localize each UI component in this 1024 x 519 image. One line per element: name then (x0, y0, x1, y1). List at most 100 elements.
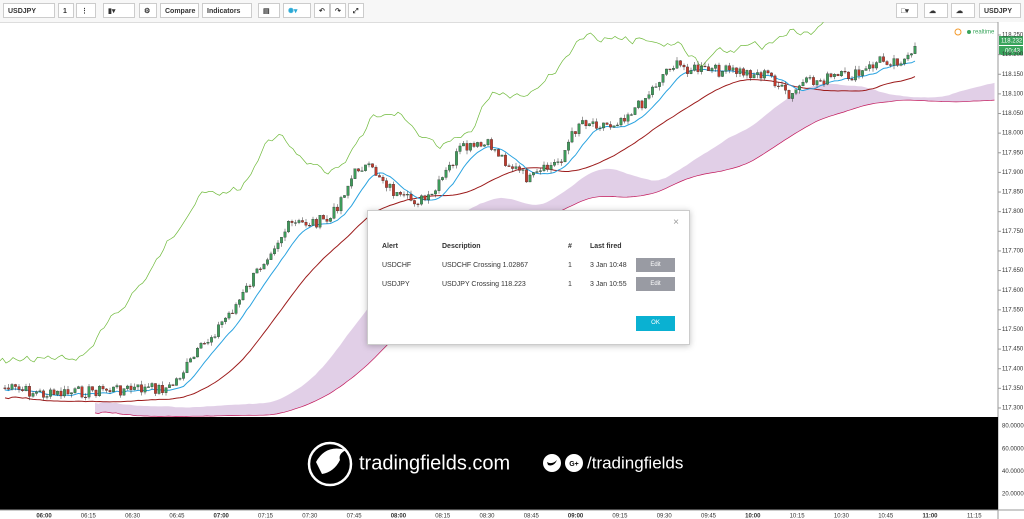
candle (311, 219, 315, 226)
price-label: 118.200 (1002, 52, 1024, 58)
layout[interactable]: □▾ (896, 3, 918, 18)
candle (416, 203, 420, 205)
candle (115, 385, 119, 388)
cloud-save[interactable]: ☁ (951, 3, 975, 18)
candle (413, 200, 416, 205)
indicators-button[interactable]: Indicators (202, 3, 252, 18)
last-price: 118.232 (1001, 39, 1023, 45)
interval[interactable]: 1 (58, 3, 74, 18)
candle (87, 386, 91, 398)
candle (301, 220, 304, 223)
edit-button[interactable]: Edit (636, 277, 675, 291)
ok-button[interactable]: OK (636, 316, 675, 331)
banner-logo (307, 441, 583, 487)
candle (906, 54, 910, 60)
candle (805, 77, 808, 83)
candle (136, 384, 140, 388)
alert-button[interactable]: ✺▾ (283, 3, 311, 18)
candle (108, 390, 112, 392)
candle (553, 162, 556, 166)
candle (45, 396, 49, 398)
more-button[interactable]: ⋮ (76, 3, 96, 18)
table-cell: 3 Jan 10:48 (590, 262, 627, 269)
candle (651, 86, 654, 95)
candle (497, 149, 500, 157)
close-button[interactable]: × (673, 217, 679, 228)
candle (171, 384, 175, 386)
candle (479, 142, 483, 147)
price-label: 118.000 (1002, 131, 1024, 137)
symbol-box[interactable]: USDJPY (3, 3, 55, 18)
candle (689, 70, 693, 74)
banner-handle: /tradingfields (587, 453, 683, 472)
candle (73, 388, 77, 393)
candle (707, 66, 710, 71)
candle (563, 150, 567, 163)
candle (752, 74, 756, 79)
candle (591, 121, 595, 124)
chart-style[interactable]: ▮▾ (103, 3, 135, 18)
price-label: 117.350 (1002, 386, 1024, 392)
candle (703, 65, 707, 68)
time-label: 06:00 (36, 514, 52, 519)
cloud-load[interactable]: ☁ (924, 3, 948, 18)
candle (766, 70, 770, 74)
candle (836, 74, 840, 77)
fullscreen[interactable]: ⤢ (348, 3, 364, 18)
candle (504, 154, 507, 166)
candle (570, 131, 574, 143)
settings[interactable]: ⚙ (139, 3, 157, 18)
candle (780, 84, 784, 87)
compare-button[interactable]: Compare (160, 3, 199, 18)
candle (549, 165, 553, 170)
right-symbol[interactable]: USDJPY (979, 3, 1021, 18)
candle (829, 73, 833, 77)
candle (297, 220, 301, 223)
candle (521, 169, 525, 171)
candle (812, 77, 815, 85)
candle (759, 72, 763, 79)
candle (672, 68, 675, 70)
candle (875, 62, 878, 69)
undo[interactable]: ↶ (314, 3, 330, 18)
candle (469, 143, 472, 151)
candle (360, 170, 364, 172)
candle (304, 222, 308, 226)
candle (7, 387, 10, 390)
candle (217, 324, 220, 337)
candle (182, 372, 185, 379)
time-label: 11:00 (922, 514, 938, 519)
last-price-tag (999, 36, 1023, 45)
price-label: 118.100 (1002, 91, 1024, 97)
candle (714, 64, 717, 69)
candle (864, 68, 868, 71)
time-label: 08:00 (391, 514, 407, 519)
time-label: 11:15 (967, 514, 982, 519)
candle (140, 384, 143, 393)
candle (581, 120, 584, 125)
time-label: 08:15 (435, 514, 451, 519)
candle (203, 343, 206, 345)
price-label: 118.050 (1002, 111, 1024, 117)
candle (910, 53, 913, 56)
price-label: 117.600 (1002, 288, 1024, 294)
redo[interactable]: ↷ (330, 3, 346, 18)
candle (507, 165, 511, 167)
templates[interactable]: ▤ (258, 3, 280, 18)
time-label: 06:30 (125, 514, 141, 519)
candle (10, 384, 14, 390)
time-label: 07:15 (258, 514, 274, 519)
oscillator-label: 20.0000 (1002, 492, 1024, 498)
candle (147, 386, 150, 388)
candle (427, 194, 430, 201)
edit-button[interactable]: Edit (636, 258, 675, 272)
candle (122, 388, 126, 396)
time-label: 09:00 (568, 514, 584, 519)
candle (238, 299, 241, 305)
candle (280, 237, 283, 244)
time-label: 06:45 (169, 514, 185, 519)
candle (38, 390, 42, 392)
candle (220, 321, 224, 325)
candle (794, 89, 798, 94)
candle (644, 98, 647, 109)
